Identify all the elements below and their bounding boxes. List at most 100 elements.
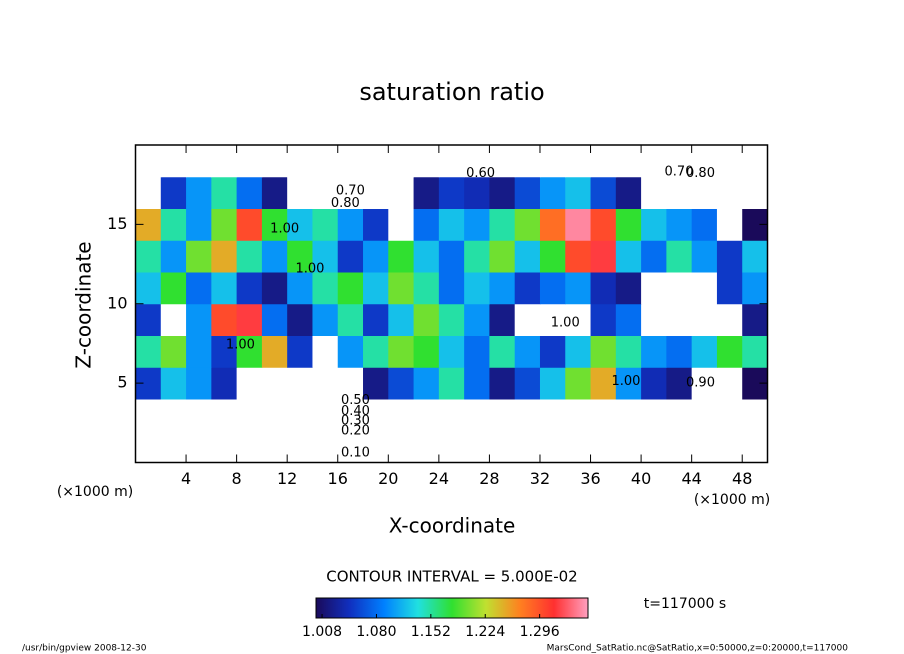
colorbar-tick-label: 1.008	[302, 624, 342, 640]
contour-label: 0.30	[341, 414, 370, 429]
heat-cell	[438, 176, 465, 209]
heat-cell	[464, 367, 490, 400]
heat-cell	[565, 176, 592, 209]
heat-cell	[742, 303, 768, 336]
heat-cell	[312, 335, 339, 368]
heat-cell	[615, 367, 642, 400]
heat-cell	[438, 240, 465, 273]
heat-cell	[186, 145, 212, 178]
heat-cell	[514, 367, 541, 400]
heat-cell	[287, 367, 313, 400]
heat-cell	[135, 430, 162, 463]
heat-cell	[539, 303, 566, 336]
x-tick-label: 8	[232, 469, 242, 488]
heat-cell	[211, 145, 238, 178]
heat-cell	[236, 335, 263, 368]
heat-cell	[438, 303, 465, 336]
heat-cell	[388, 303, 415, 336]
heat-cell	[464, 145, 490, 178]
heat-cell	[590, 430, 617, 463]
heat-cell	[363, 272, 389, 305]
heat-cell	[666, 335, 693, 368]
heat-cell	[641, 335, 667, 368]
colorbar-tick-label: 1.080	[356, 624, 396, 640]
heat-cell	[716, 335, 743, 368]
heat-cell	[565, 335, 592, 368]
heat-cell	[211, 272, 238, 305]
heat-cell	[615, 430, 642, 463]
contour-label: 1.00	[551, 315, 580, 330]
heat-cell	[641, 303, 667, 336]
contour-label: 1.00	[295, 261, 324, 276]
heat-cell	[261, 335, 288, 368]
heat-cell	[236, 145, 263, 178]
heat-cell	[590, 335, 617, 368]
heat-cell	[742, 335, 768, 368]
heat-cell	[464, 176, 490, 209]
heat-cell	[489, 399, 516, 432]
heat-cell	[312, 240, 339, 273]
heat-cell	[186, 272, 212, 305]
x-tick-label: 28	[479, 469, 499, 488]
heat-cell	[691, 176, 718, 209]
heat-cell	[691, 240, 718, 273]
heat-cell	[236, 367, 263, 400]
heat-cell	[413, 335, 440, 368]
heat-cell	[615, 176, 642, 209]
heat-cell	[590, 399, 617, 432]
heat-cell	[716, 240, 743, 273]
colorbar	[315, 597, 589, 619]
contour-label: 0.80	[331, 196, 360, 211]
colorbar-tick-label: 1.224	[465, 624, 505, 640]
y-tick-label: 5	[117, 373, 127, 392]
heat-cell	[691, 335, 718, 368]
heat-cell	[312, 208, 339, 241]
heat-cell	[514, 303, 541, 336]
heat-cell	[160, 208, 187, 241]
contour-label: 0.40	[341, 404, 370, 419]
x-tick-label: 24	[429, 469, 449, 488]
heat-cell	[413, 145, 440, 178]
heat-cell	[236, 272, 263, 305]
heat-cell	[337, 176, 364, 209]
heat-cell	[489, 240, 516, 273]
heat-cell	[641, 430, 667, 463]
heat-cell	[135, 272, 162, 305]
heat-cell	[716, 367, 743, 400]
heat-cell	[514, 145, 541, 178]
contour-label: 0.10	[341, 445, 370, 460]
heat-cell	[363, 145, 389, 178]
heat-cell	[363, 176, 389, 209]
heat-cell	[337, 240, 364, 273]
heat-cell	[186, 240, 212, 273]
heat-cell	[363, 208, 389, 241]
heat-cell	[514, 176, 541, 209]
heat-cell	[211, 303, 238, 336]
heat-cell	[438, 208, 465, 241]
heat-cell	[514, 430, 541, 463]
heat-cell	[489, 430, 516, 463]
heat-cell	[539, 176, 566, 209]
heat-cell	[641, 145, 667, 178]
heat-cell	[691, 430, 718, 463]
heat-cell	[312, 272, 339, 305]
heat-cell	[489, 272, 516, 305]
contour-label: 0.60	[466, 166, 495, 181]
heat-cell	[261, 208, 288, 241]
heat-cell	[464, 335, 490, 368]
heat-cell	[388, 240, 415, 273]
heat-cell	[590, 272, 617, 305]
time-label: t=117000 s	[644, 596, 726, 612]
heat-cell	[287, 145, 313, 178]
heat-cell	[261, 430, 288, 463]
footer-left: /usr/bin/gpview 2008-12-30	[22, 644, 147, 654]
heat-cell	[565, 303, 592, 336]
heat-cell	[160, 430, 187, 463]
heat-cell	[716, 272, 743, 305]
heat-cell	[590, 240, 617, 273]
heat-cell	[742, 430, 768, 463]
heat-cell	[211, 399, 238, 432]
x-axis-label: X-coordinate	[389, 514, 516, 538]
contour-label: 0.70	[336, 184, 365, 199]
heat-cell	[388, 399, 415, 432]
